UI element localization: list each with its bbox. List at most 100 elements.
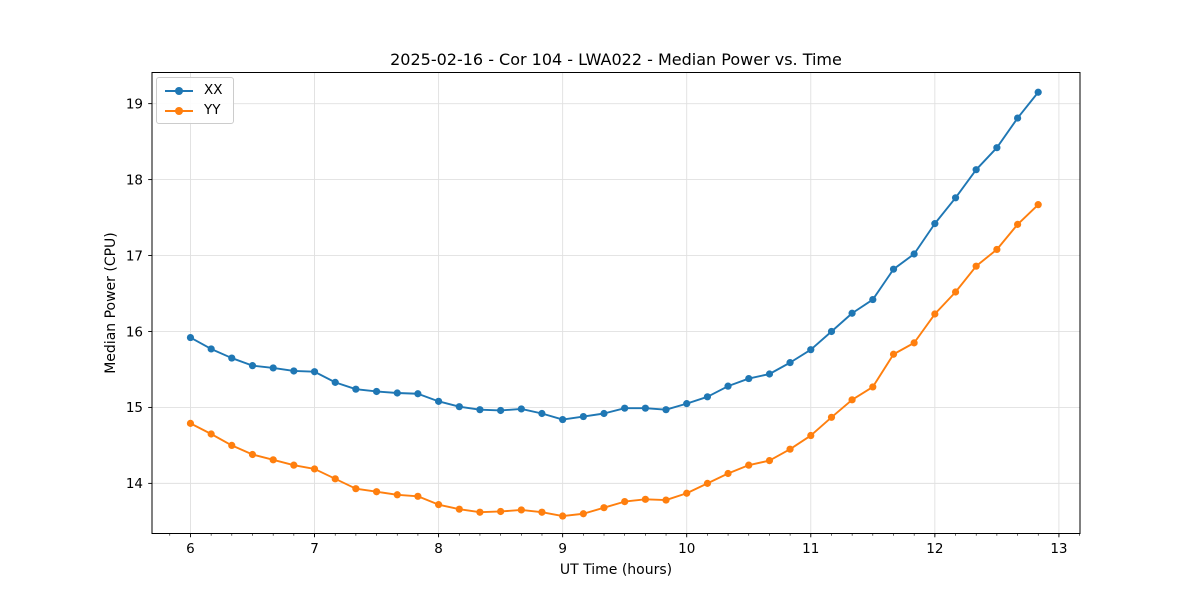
- legend-item-xx: XX: [163, 81, 223, 100]
- data-point-yy: [559, 512, 567, 520]
- data-point-xx: [910, 250, 918, 258]
- x-tick-label: 11: [802, 541, 819, 557]
- data-point-xx: [269, 364, 277, 372]
- y-axis-label: Median Power (CPU): [103, 232, 119, 374]
- data-point-yy: [538, 508, 546, 516]
- y-tick-label: 17: [126, 248, 143, 264]
- data-point-yy: [393, 491, 401, 499]
- x-tick-label: 13: [1050, 541, 1067, 557]
- chart-title: 2025-02-16 - Cor 104 - LWA022 - Median P…: [390, 50, 842, 69]
- data-point-yy: [497, 507, 505, 516]
- data-point-yy: [745, 461, 753, 469]
- data-point-xx: [352, 385, 360, 393]
- data-point-xx: [703, 393, 712, 401]
- legend-label-yy: YY: [204, 101, 221, 118]
- data-point-yy: [662, 496, 670, 504]
- data-point-yy: [786, 445, 794, 453]
- data-point-yy: [641, 495, 650, 503]
- data-point-yy: [455, 505, 463, 513]
- data-point-xx: [579, 412, 587, 421]
- data-point-yy: [228, 441, 236, 449]
- data-point-xx: [993, 144, 1001, 152]
- data-point-xx: [1014, 114, 1022, 122]
- data-point-xx: [497, 406, 505, 415]
- data-point-xx: [517, 405, 525, 413]
- data-point-xx: [372, 387, 381, 396]
- x-tick-label: 6: [186, 541, 195, 557]
- x-tick-label: 8: [434, 541, 443, 557]
- data-point-xx: [331, 378, 339, 386]
- data-point-yy: [683, 489, 691, 497]
- data-point-xx: [476, 406, 484, 414]
- data-point-xx: [414, 390, 422, 398]
- data-point-yy: [517, 506, 525, 514]
- data-point-yy: [972, 262, 980, 270]
- x-gridlines: [190, 72, 1060, 534]
- data-point-yy: [869, 383, 877, 391]
- data-point-yy: [703, 479, 712, 487]
- x-ticks: 6 7 8 9 10 11 12 13: [186, 533, 1068, 557]
- data-point-xx: [807, 346, 815, 354]
- legend-line-sample-icon: [165, 106, 193, 115]
- data-point-yy: [269, 456, 277, 464]
- data-point-yy: [331, 475, 339, 483]
- data-point-yy: [372, 488, 381, 496]
- data-point-xx: [310, 368, 319, 376]
- x-axis-label: UT Time (hours): [559, 562, 673, 578]
- plot-border: [151, 72, 1081, 534]
- legend: XX YY: [156, 77, 234, 124]
- y-tick-label: 14: [126, 476, 143, 492]
- x-tick-label: 7: [310, 541, 319, 557]
- data-point-yy: [910, 339, 918, 347]
- y-tick-label: 18: [126, 172, 143, 188]
- data-point-yy: [621, 498, 629, 506]
- data-point-xx: [889, 265, 898, 273]
- data-point-xx: [559, 415, 567, 424]
- data-point-yy: [248, 450, 257, 459]
- y-tick-label: 16: [126, 324, 143, 340]
- legend-label-xx: XX: [204, 81, 223, 98]
- data-point-xx: [786, 359, 794, 367]
- data-point-yy: [931, 310, 939, 318]
- data-point-xx: [724, 382, 732, 390]
- data-point-yy: [993, 245, 1001, 254]
- data-point-xx: [393, 389, 401, 397]
- data-point-xx: [827, 327, 836, 336]
- data-point-yy: [951, 288, 960, 296]
- data-point-yy: [434, 501, 443, 509]
- legend-item-yy: YY: [163, 101, 223, 120]
- legend-line-sample-icon: [165, 86, 193, 95]
- data-point-xx: [290, 367, 298, 375]
- y-gridlines: [152, 103, 1080, 484]
- data-point-yy: [476, 508, 484, 516]
- data-point-xx: [745, 374, 753, 383]
- data-point-yy: [765, 456, 774, 465]
- data-point-yy: [827, 413, 836, 421]
- y-tick-label: 19: [126, 96, 143, 112]
- data-point-xx: [972, 166, 980, 174]
- y-tick-label: 15: [126, 400, 143, 416]
- data-point-xx: [662, 406, 670, 414]
- data-point-yy: [310, 465, 319, 473]
- data-point-xx: [248, 362, 257, 370]
- data-point-xx: [765, 370, 774, 378]
- data-point-xx: [207, 345, 215, 353]
- data-point-xx: [683, 400, 691, 408]
- data-point-yy: [848, 396, 856, 404]
- data-point-xx: [848, 309, 856, 317]
- data-point-yy: [724, 469, 732, 478]
- data-point-xx: [931, 220, 939, 228]
- data-point-yy: [579, 510, 587, 518]
- data-point-yy: [600, 504, 608, 512]
- data-point-yy: [807, 431, 815, 440]
- data-point-yy: [207, 430, 215, 438]
- data-point-xx: [434, 397, 443, 405]
- data-point-yy: [352, 485, 360, 493]
- data-point-yy: [1034, 201, 1042, 209]
- data-point-yy: [186, 419, 195, 427]
- data-point-xx: [869, 295, 877, 304]
- series-yy: [186, 201, 1042, 520]
- data-point-xx: [1034, 88, 1042, 96]
